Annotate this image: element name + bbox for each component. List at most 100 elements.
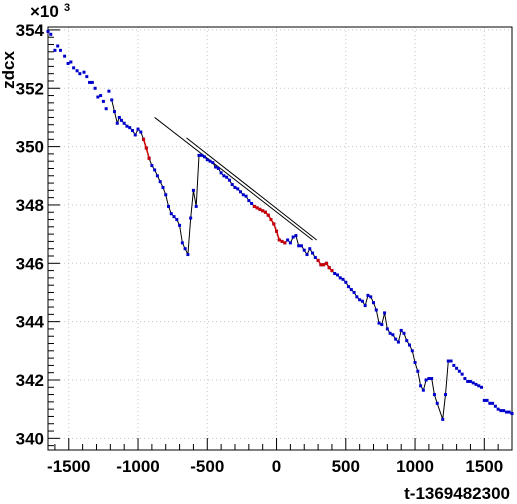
data-point: [349, 288, 353, 292]
highlight-point: [280, 239, 284, 243]
y-tick-label: 344: [16, 313, 45, 332]
data-point: [410, 349, 414, 353]
y-tick-label: 350: [16, 138, 44, 157]
highlight-point: [263, 210, 267, 214]
data-point: [53, 48, 57, 52]
data-point: [178, 223, 182, 227]
data-point: [153, 168, 157, 172]
data-point: [205, 158, 209, 162]
data-point: [435, 401, 439, 405]
highlight-point: [316, 258, 320, 262]
highlight-point: [252, 204, 256, 208]
x-tick-label: 500: [332, 457, 360, 476]
data-point: [352, 290, 356, 294]
data-point: [360, 299, 364, 303]
data-point: [449, 359, 453, 363]
data-point: [488, 401, 492, 405]
data-point: [341, 277, 345, 281]
data-point: [430, 377, 434, 381]
data-point: [72, 66, 76, 70]
data-point: [335, 273, 339, 277]
series-connecting-line: [111, 99, 449, 420]
data-point: [115, 121, 119, 125]
data-point: [477, 384, 481, 388]
y-tick-label: 348: [16, 196, 44, 215]
data-point: [133, 133, 137, 137]
data-point: [239, 190, 243, 194]
data-point: [485, 398, 489, 402]
x-tick-label: 1500: [465, 457, 503, 476]
fit-line: [186, 137, 318, 241]
data-point: [305, 253, 309, 257]
data-point: [169, 212, 173, 216]
data-point: [408, 343, 412, 347]
data-point: [482, 398, 486, 402]
data-point: [446, 359, 450, 363]
data-point: [225, 175, 229, 179]
data-point: [63, 54, 67, 58]
data-point: [499, 409, 503, 413]
data-point: [347, 285, 351, 289]
data-point: [374, 308, 378, 312]
data-point: [88, 80, 92, 84]
data-point: [468, 379, 472, 383]
data-point: [191, 188, 195, 192]
highlight-point: [255, 206, 259, 210]
data-point: [380, 323, 384, 327]
data-point: [504, 410, 508, 414]
data-point: [299, 244, 303, 248]
data-point: [158, 180, 162, 184]
data-point: [460, 372, 464, 376]
data-point: [172, 215, 176, 219]
highlight-point: [322, 263, 326, 267]
data-point: [355, 295, 359, 299]
x-tick-label: -500: [190, 457, 224, 476]
data-point: [75, 69, 79, 73]
data-point: [101, 99, 105, 103]
data-point: [136, 127, 140, 131]
data-point: [175, 218, 179, 222]
data-point: [186, 253, 190, 257]
data-point: [474, 382, 478, 386]
data-point: [444, 393, 448, 397]
ticks-layer: [48, 29, 513, 450]
highlight-point: [142, 137, 146, 141]
data-point: [233, 185, 237, 189]
data-point: [493, 404, 497, 408]
highlight-point: [327, 266, 331, 270]
highlight-point: [283, 241, 287, 245]
data-point: [333, 272, 337, 276]
data-point: [308, 247, 312, 251]
data-point: [200, 153, 204, 157]
data-point: [85, 75, 89, 79]
y-axis-title: zdcx: [0, 51, 18, 89]
x-tick-label: -1000: [116, 457, 159, 476]
y-multiplier-base: ×10: [30, 2, 59, 21]
data-point: [311, 251, 315, 255]
data-point: [164, 193, 168, 197]
x-axis-title: t-1369482300: [404, 484, 510, 503]
data-point: [194, 204, 198, 208]
fit-lines: [154, 117, 318, 241]
highlight-point: [330, 269, 334, 273]
data-point: [197, 153, 201, 157]
y-multiplier-label: ×10: [30, 2, 59, 21]
data-point: [405, 339, 409, 343]
data-point: [491, 401, 495, 405]
data-point: [119, 118, 123, 122]
data-point: [78, 72, 82, 76]
data-point: [244, 194, 248, 198]
data-point: [427, 377, 431, 381]
data-point: [58, 48, 62, 52]
data-point: [96, 95, 100, 99]
data-point: [222, 174, 226, 178]
data-point: [230, 183, 234, 187]
data-point: [297, 244, 301, 248]
data-point: [189, 216, 193, 220]
data-point: [424, 378, 428, 382]
data-point: [128, 126, 132, 130]
data-point: [117, 115, 121, 119]
data-point: [183, 247, 187, 251]
data-point: [391, 333, 395, 337]
